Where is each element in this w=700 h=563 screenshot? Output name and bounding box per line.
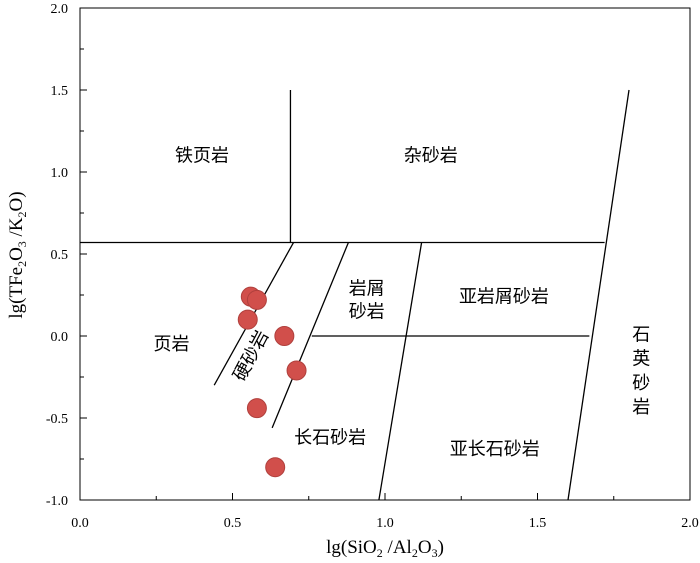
sample-point [274, 326, 295, 346]
sample-point [246, 289, 267, 310]
field-label-greywacke: 硬砂岩 [229, 327, 273, 385]
sample-point [286, 360, 307, 381]
field-label-iron-shale: 铁页岩 [175, 146, 229, 167]
sample-point [265, 457, 286, 478]
tick-labels: 0.0 0.5 1.0 1.5 2.0 2.0 1.5 1.0 0.5 0.0 -0.5 -1.0 [46, 2, 699, 531]
field-label-quartz-arenite-char: 砂 [632, 373, 650, 394]
sample-point [237, 309, 258, 330]
field-label-sublitharenite: 亚岩屑砂岩 [459, 287, 549, 308]
x-axis-title: lg(SiO2 /Al2O3) [326, 537, 444, 560]
sample-point [246, 398, 267, 419]
field-label-arkose: 长石砂岩 [294, 428, 366, 449]
field-label-subarkose: 亚长石砂岩 [450, 439, 540, 460]
y-tick-label: -1.0 [46, 494, 68, 509]
y-axis-title: lg(TFe2O3 /K2O) [6, 191, 29, 318]
y-tick-label: 1.5 [51, 84, 69, 99]
y-tick-label: -0.5 [46, 412, 68, 427]
y-tick-label: 0.5 [51, 248, 69, 263]
field-label-lithic-2: 砂岩 [349, 301, 385, 322]
x-tick-label: 1.0 [376, 516, 394, 531]
y-tick-label: 0.0 [51, 330, 69, 345]
x-tick-label: 0.0 [71, 516, 89, 531]
x-tick-label: 1.5 [529, 516, 547, 531]
boundary-greywacke-arkose [271, 242, 350, 429]
field-label-lithic-1: 岩屑 [349, 278, 385, 299]
boundary-litharenite-subarkose [378, 242, 423, 501]
field-label-quartz-arenite-char: 英 [632, 349, 650, 370]
field-label-wacke: 杂砂岩 [404, 146, 458, 167]
axis-ticks [79, 7, 691, 501]
x-tick-label: 2.0 [681, 516, 699, 531]
boundary-quartz-arenite [567, 89, 630, 501]
y-tick-label: 1.0 [51, 166, 69, 181]
y-tick-label: 2.0 [51, 2, 69, 17]
plot-frame [79, 7, 691, 501]
field-label-quartz-arenite-char: 岩 [632, 397, 650, 418]
field-label-quartz-arenite-char: 石 [632, 324, 650, 345]
field-label-shale: 页岩 [154, 334, 190, 355]
sample-points [237, 286, 307, 478]
x-tick-label: 0.5 [224, 516, 242, 531]
